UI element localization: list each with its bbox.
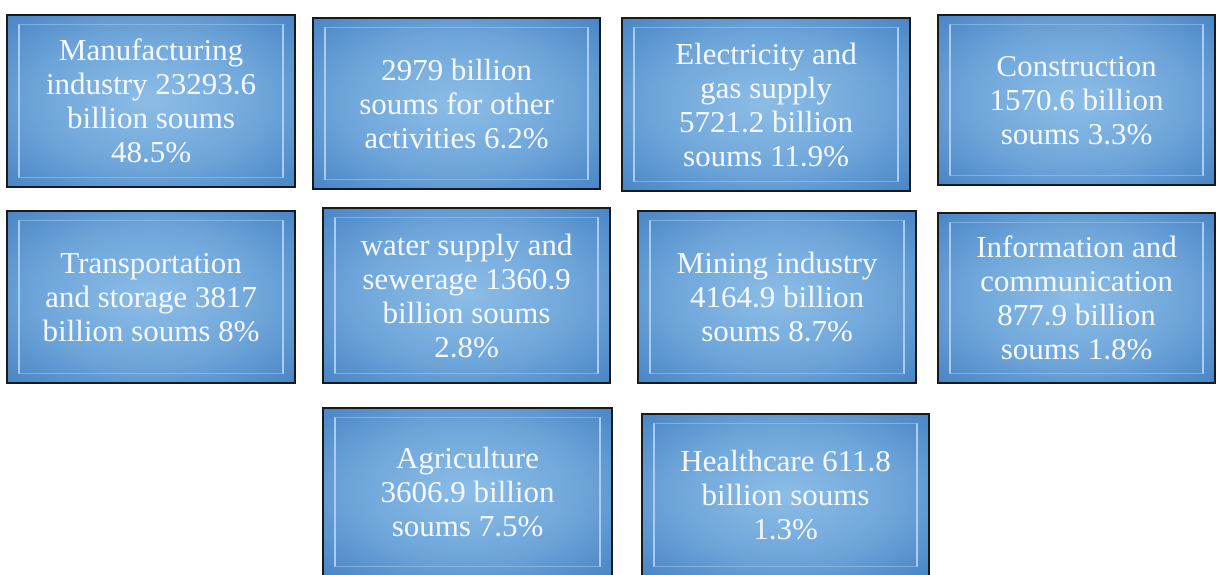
box-text: soums 3.3% [1000, 116, 1153, 151]
box-text: soums 8.7% [701, 313, 853, 348]
box-text: soums for other [359, 85, 554, 121]
sector-box: Agriculture 3606.9 billion soums 7.5% [322, 407, 613, 575]
box-text: sewerage 1360.9 [362, 260, 571, 296]
sector-box: Manufacturing industry 23293.6 billion s… [6, 14, 296, 188]
box-text: 48.5% [110, 134, 192, 169]
box-text: Electricity and [675, 35, 857, 71]
box-text: soums 7.5% [391, 508, 544, 543]
box-text: 4164.9 billion [690, 279, 864, 314]
box-text: activities 6.2% [364, 119, 549, 155]
box-text: 5721.2 billion [679, 103, 853, 139]
box-text: water supply and [360, 226, 573, 262]
box-text: Manufacturing [58, 32, 244, 67]
box-text: soums 1.8% [1000, 331, 1153, 366]
box-text: communication [980, 263, 1173, 298]
box-text: Transportation [60, 245, 242, 280]
box-text: billion soums [701, 477, 870, 512]
box-text: billion soums [382, 294, 551, 330]
sector-box: 2979 billion soums for other activities … [312, 17, 601, 190]
box-text: 2979 billion [381, 51, 532, 87]
box-text: gas supply [700, 69, 832, 105]
box-text: industry 23293.6 [45, 66, 257, 101]
sector-box: Electricity and gas supply 5721.2 billio… [621, 17, 911, 192]
sector-box: Healthcare 611.8 billion soums 1.3% [641, 413, 930, 575]
sector-box: Information and communication 877.9 bill… [937, 212, 1216, 384]
box-text: Agriculture [396, 440, 539, 475]
box-text: and storage 3817 [45, 279, 257, 314]
box-text: 3606.9 billion [380, 474, 555, 509]
box-text: Construction [996, 48, 1157, 83]
box-text: 877.9 billion [997, 297, 1156, 332]
box-text: Healthcare 611.8 [680, 443, 891, 478]
box-text: 1.3% [753, 511, 818, 546]
sector-box: Mining industry 4164.9 billion soums 8.7… [637, 210, 917, 384]
sector-box: Transportation and storage 3817 billion … [6, 210, 296, 384]
box-text: billion soums 8% [42, 313, 260, 348]
box-text: 1570.6 billion [989, 82, 1164, 117]
box-text: billion soums [67, 100, 235, 135]
box-text: soums 11.9% [683, 137, 849, 173]
box-text: Mining industry [676, 245, 878, 280]
sector-box: water supply and sewerage 1360.9 billion… [322, 207, 611, 384]
sector-box: Construction 1570.6 billion soums 3.3% [937, 14, 1216, 186]
box-text: 2.8% [434, 328, 499, 364]
box-text: Information and [976, 229, 1177, 264]
